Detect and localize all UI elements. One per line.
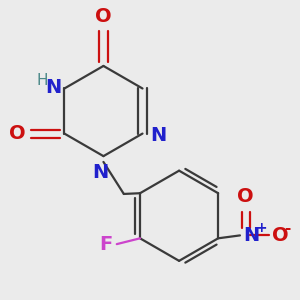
Text: H: H [37, 73, 48, 88]
Text: O: O [272, 226, 289, 245]
Text: F: F [99, 235, 112, 254]
Text: +: + [255, 221, 267, 235]
Text: N: N [243, 226, 259, 245]
Text: O: O [9, 124, 26, 143]
Text: O: O [95, 7, 112, 26]
Text: N: N [150, 125, 166, 145]
Text: O: O [238, 187, 254, 206]
Text: N: N [92, 164, 109, 182]
Text: -: - [284, 220, 291, 236]
Text: N: N [45, 77, 62, 97]
